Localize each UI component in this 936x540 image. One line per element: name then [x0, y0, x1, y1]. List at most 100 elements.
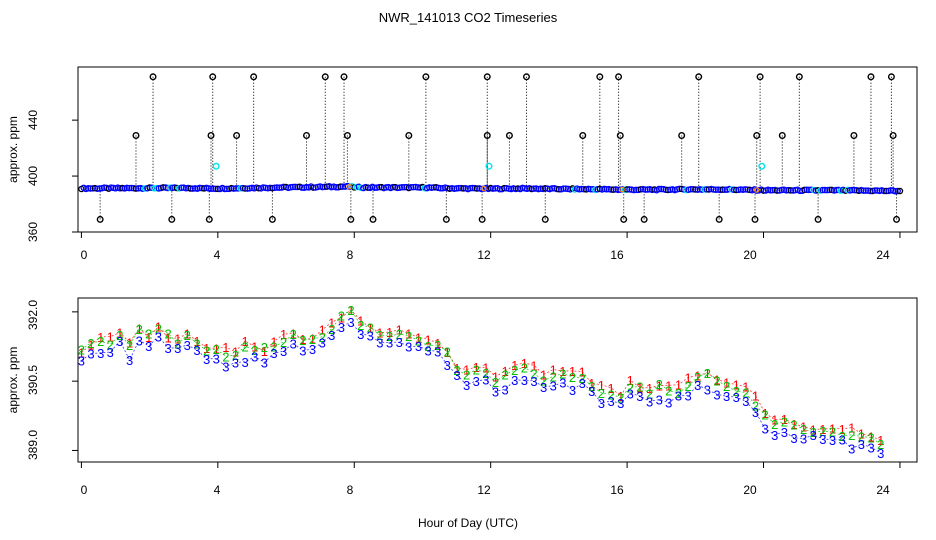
- smoothed-series-2-point: 2: [347, 303, 354, 318]
- smoothed-series-1-point: 1: [646, 381, 653, 396]
- smoothed-series-2-point: 2: [309, 332, 316, 347]
- smoothed-series-2-point: 2: [290, 327, 297, 342]
- smoothed-series-1-point: 1: [107, 330, 114, 345]
- smoothed-series-1-point: 1: [848, 421, 855, 436]
- smoothed-series-1-point: 1: [251, 340, 258, 355]
- smoothed-series-1-point: 1: [155, 320, 162, 335]
- smoothed-series-1-point: 1: [752, 388, 759, 403]
- raw-point: [896, 187, 904, 195]
- smoothed-series-2-point: 2: [213, 342, 220, 357]
- raw-y-ticks: [72, 119, 78, 233]
- raw-point: [187, 185, 194, 192]
- raw-point: [289, 183, 297, 191]
- smoothed-series-1-point: 1: [376, 326, 383, 341]
- smoothed-series-2-point: 2: [800, 422, 807, 437]
- raw-xtick-label: 12: [477, 248, 491, 262]
- smoothed-series-3-point: 3: [473, 374, 480, 389]
- smoothed-series-2-point: 2: [492, 375, 499, 390]
- smoothed-series-3-point: 3: [270, 346, 277, 361]
- smoothed-series-1-point: 1: [396, 323, 403, 338]
- smoothed-series-1-point: 1: [174, 331, 181, 346]
- smoothed-series-3-point: 3: [222, 359, 229, 374]
- smoothed-xtick-label: 20: [743, 483, 757, 497]
- smoothed-series-1-point: 1: [97, 330, 104, 345]
- smoothed-series-1-point: 1: [877, 433, 884, 448]
- smoothed-series-3-point: 3: [338, 320, 345, 335]
- raw-spike-point: [483, 132, 491, 140]
- smoothed-series-2-point: 2: [126, 338, 133, 353]
- raw-spike-point: [616, 132, 624, 140]
- raw-point: [84, 185, 92, 192]
- smoothed-series-1-point: 1: [810, 422, 817, 437]
- smoothed-ytick-label: 392.0: [26, 300, 40, 330]
- smoothed-series-2-point: 2: [540, 374, 547, 389]
- raw-point: [801, 186, 808, 194]
- smoothed-series-3-point: 3: [319, 336, 326, 351]
- smoothed-series-3-point: 3: [376, 335, 383, 350]
- smoothed-y-ticks: [72, 311, 78, 451]
- smoothed-series-1-point: 1: [453, 361, 460, 376]
- smoothed-series-3-point: 3: [858, 437, 865, 452]
- smoothed-series-3-point: 3: [251, 350, 258, 365]
- raw-spike-point: [340, 73, 348, 81]
- smoothed-series-2-point: 2: [550, 369, 557, 384]
- raw-spike-point: [756, 73, 764, 81]
- smoothed-series-2-point: 2: [116, 328, 123, 343]
- smoothed-series-2-point: 2: [328, 322, 335, 337]
- raw-point: [241, 185, 249, 192]
- smoothed-series-3-point: 3: [241, 355, 248, 370]
- smoothed-series-1-point: 1: [193, 334, 200, 349]
- raw-spike-point: [620, 215, 628, 223]
- raw-point: [821, 186, 829, 194]
- smoothed-series-3-point: 3: [184, 338, 191, 353]
- smoothed-series-3-point: 3: [290, 336, 297, 351]
- smoothed-series-3-point: 3: [193, 343, 200, 358]
- smoothed-series-3-point: 3: [530, 374, 537, 389]
- smoothed-series-3-point: 3: [501, 382, 508, 397]
- smoothed-xtick-label: 8: [347, 483, 354, 497]
- smoothed-series-1-point: 1: [723, 375, 730, 390]
- smoothed-series-2-point: 2: [453, 363, 460, 378]
- raw-spike-point: [205, 215, 213, 223]
- smoothed-series-1-point: 1: [473, 360, 480, 375]
- smoothed-series-1-point: 1: [742, 380, 749, 395]
- raw-point: [116, 185, 124, 192]
- smoothed-series-1-point: 1: [819, 422, 826, 437]
- smoothed-series-2-point: 2: [684, 379, 691, 394]
- smoothed-panel-frame: [77, 297, 918, 463]
- raw-x-ticks: [80, 232, 901, 238]
- smoothed-series-3-point: 3: [396, 335, 403, 350]
- smoothed-series-3-point: 3: [540, 380, 547, 395]
- raw-point: [719, 186, 726, 193]
- smoothed-series-2-point: 2: [107, 337, 114, 352]
- smoothed-series-2-point: 2: [396, 327, 403, 342]
- raw-point: [123, 184, 131, 192]
- smoothed-x-tick-labels: 0 4 8 12 16 20 24: [81, 483, 890, 497]
- smoothed-series-2-point: 2: [675, 386, 682, 401]
- smoothed-series-2-point: 2: [704, 366, 711, 381]
- raw-point: [662, 186, 670, 194]
- smoothed-series-3-point: 3: [569, 383, 576, 398]
- raw-xtick-label: 0: [81, 248, 88, 262]
- raw-spike-point: [522, 73, 530, 81]
- smoothed-series-3-point: 3: [771, 428, 778, 443]
- raw-point: [819, 186, 826, 194]
- smoothed-series-1-point: 1: [405, 326, 412, 341]
- raw-spike-point: [149, 73, 157, 81]
- raw-cyan-point: [212, 162, 220, 170]
- smoothed-series-2-point: 2: [164, 326, 171, 341]
- raw-point: [730, 186, 738, 194]
- smoothed-series-3-point: 3: [174, 341, 181, 356]
- smoothed-series-3-point: 3: [164, 341, 171, 356]
- smoothed-series-3-point: 3: [511, 373, 518, 388]
- smoothed-series-2-point: 2: [463, 368, 470, 383]
- smoothed-series-1-point: 1: [338, 310, 345, 325]
- smoothed-series-3-point: 3: [675, 389, 682, 404]
- raw-spike-point: [753, 132, 761, 140]
- smoothed-series-1-point: 1: [87, 338, 94, 353]
- raw-point: [894, 187, 901, 195]
- smoothed-series-2-point: 2: [482, 366, 489, 381]
- raw-cyan-point: [758, 162, 766, 170]
- smoothed-series-1-point: 1: [116, 326, 123, 341]
- smoothed-series-3-point: 3: [742, 394, 749, 409]
